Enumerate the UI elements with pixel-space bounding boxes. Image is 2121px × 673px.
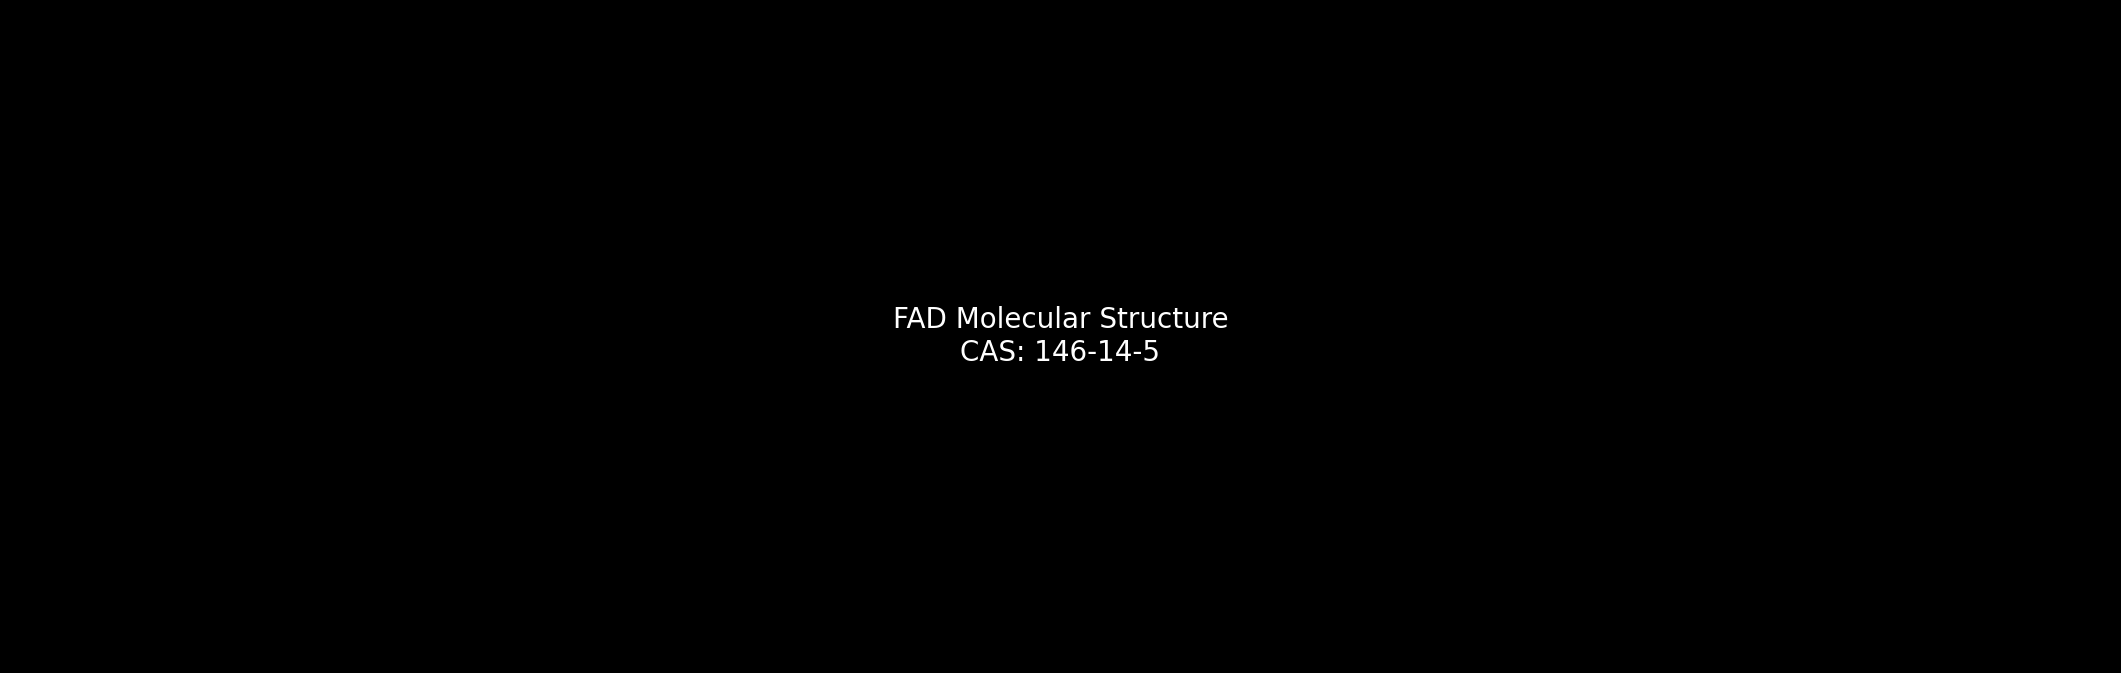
Text: FAD Molecular Structure
CAS: 146-14-5: FAD Molecular Structure CAS: 146-14-5 [893, 306, 1228, 367]
